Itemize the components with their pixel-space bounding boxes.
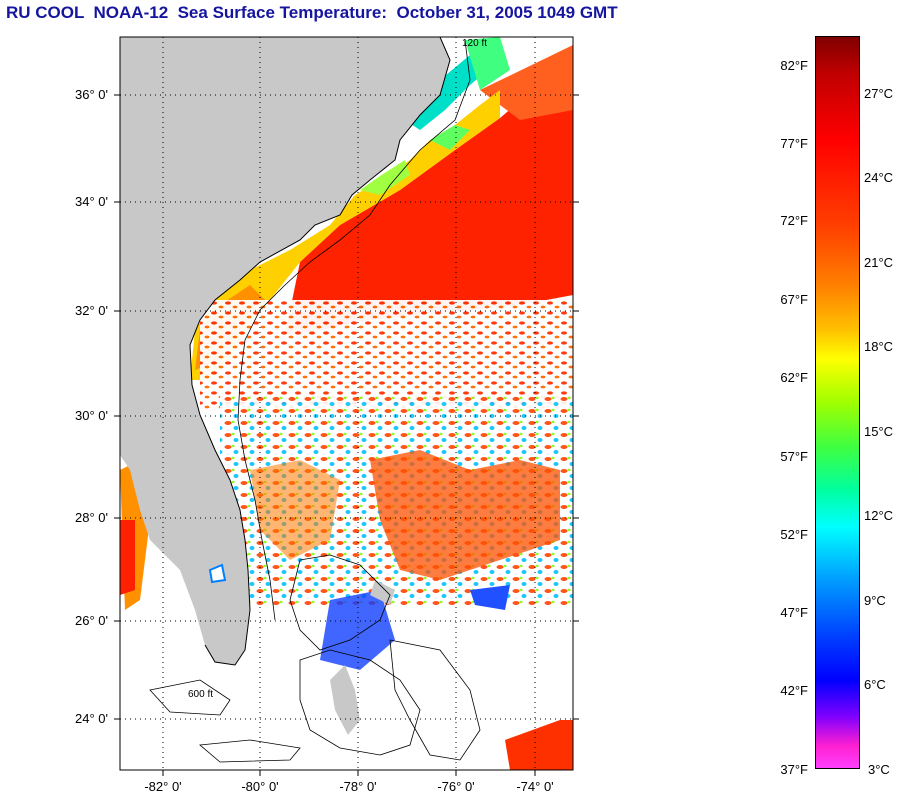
lat-label-30: 30° 0' — [75, 408, 108, 423]
colorbar-c-24: 24°C — [864, 170, 894, 185]
colorbar-f-67: 67°F — [780, 292, 808, 307]
colorbar-f-47: 47°F — [780, 605, 808, 620]
temperature-colorbar — [815, 36, 860, 769]
lat-label-26: 26° 0' — [75, 613, 108, 628]
contour-label-120ft: 120 ft — [462, 38, 487, 49]
colorbar-c-12: 12°C — [864, 508, 894, 523]
shelf-water-yellow — [190, 90, 500, 380]
lon-label-76: -76° 0' — [437, 779, 475, 794]
coastline — [189, 37, 451, 666]
colorbar-f-42: 42°F — [780, 683, 808, 698]
colorbar-f-57: 57°F — [780, 449, 808, 464]
lat-label-34: 34° 0' — [75, 194, 108, 209]
lat-label-32: 32° 0' — [75, 303, 108, 318]
colorbar-c-27: 27°C — [864, 86, 894, 101]
land-mass — [120, 37, 450, 665]
colorbar-f-52: 52°F — [780, 527, 808, 542]
colorbar-c-6: 6°C — [864, 677, 886, 692]
lon-label-80: -80° 0' — [241, 779, 279, 794]
gulf-stream-warm-water — [285, 55, 573, 335]
lat-label-36: 36° 0' — [75, 87, 108, 102]
bahamas-island — [330, 665, 360, 735]
colorbar-f-82: 82°F — [780, 58, 808, 73]
colorbar-c-18: 18°C — [864, 339, 894, 354]
colorbar-c-3: 3°C — [868, 762, 890, 777]
colorbar-f-77: 77°F — [780, 136, 808, 151]
lon-label-78: -78° 0' — [339, 779, 377, 794]
contour-label-600ft: 600 ft — [188, 689, 213, 700]
colorbar-c-9: 9°C — [864, 593, 886, 608]
colorbar-f-62: 62°F — [780, 370, 808, 385]
axis-ticks — [114, 94, 579, 776]
colorbar-c-21: 21°C — [864, 255, 894, 270]
colorbar-c-15: 15°C — [864, 424, 894, 439]
map-area — [120, 37, 573, 770]
lat-label-24: 24° 0' — [75, 711, 108, 726]
colorbar-f-37: 37°F — [780, 762, 808, 777]
lat-label-28: 28° 0' — [75, 510, 108, 525]
map-title: RU COOL NOAA-12 Sea Surface Temperature:… — [6, 3, 618, 22]
depth-contour-600ft — [237, 39, 471, 621]
lon-label-74: -74° 0' — [516, 779, 554, 794]
lon-label-82: -82° 0' — [144, 779, 182, 794]
graticule — [120, 37, 573, 770]
colorbar-f-72: 72°F — [780, 213, 808, 228]
